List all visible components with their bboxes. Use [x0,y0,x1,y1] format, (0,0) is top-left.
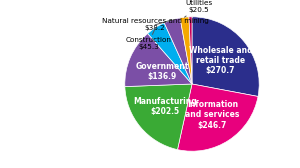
Text: Construction
$45.3: Construction $45.3 [125,28,171,50]
Wedge shape [164,18,192,84]
Wedge shape [192,17,259,96]
Wedge shape [189,17,192,84]
Wedge shape [148,23,192,84]
Text: Wholesale and
retail trade
$270.7: Wholesale and retail trade $270.7 [189,46,252,75]
Text: Manufacturing
$202.5: Manufacturing $202.5 [133,97,197,116]
Text: Natural resources and mining
$38.2: Natural resources and mining $38.2 [102,18,208,31]
Wedge shape [180,17,192,84]
Wedge shape [125,84,192,150]
Wedge shape [178,84,258,151]
Wedge shape [125,33,192,87]
Text: Information
and services
$246.7: Information and services $246.7 [185,100,239,130]
Text: Government
$136.9: Government $136.9 [136,61,189,81]
Text: Utilities
$20.5: Utilities $20.5 [184,0,212,17]
